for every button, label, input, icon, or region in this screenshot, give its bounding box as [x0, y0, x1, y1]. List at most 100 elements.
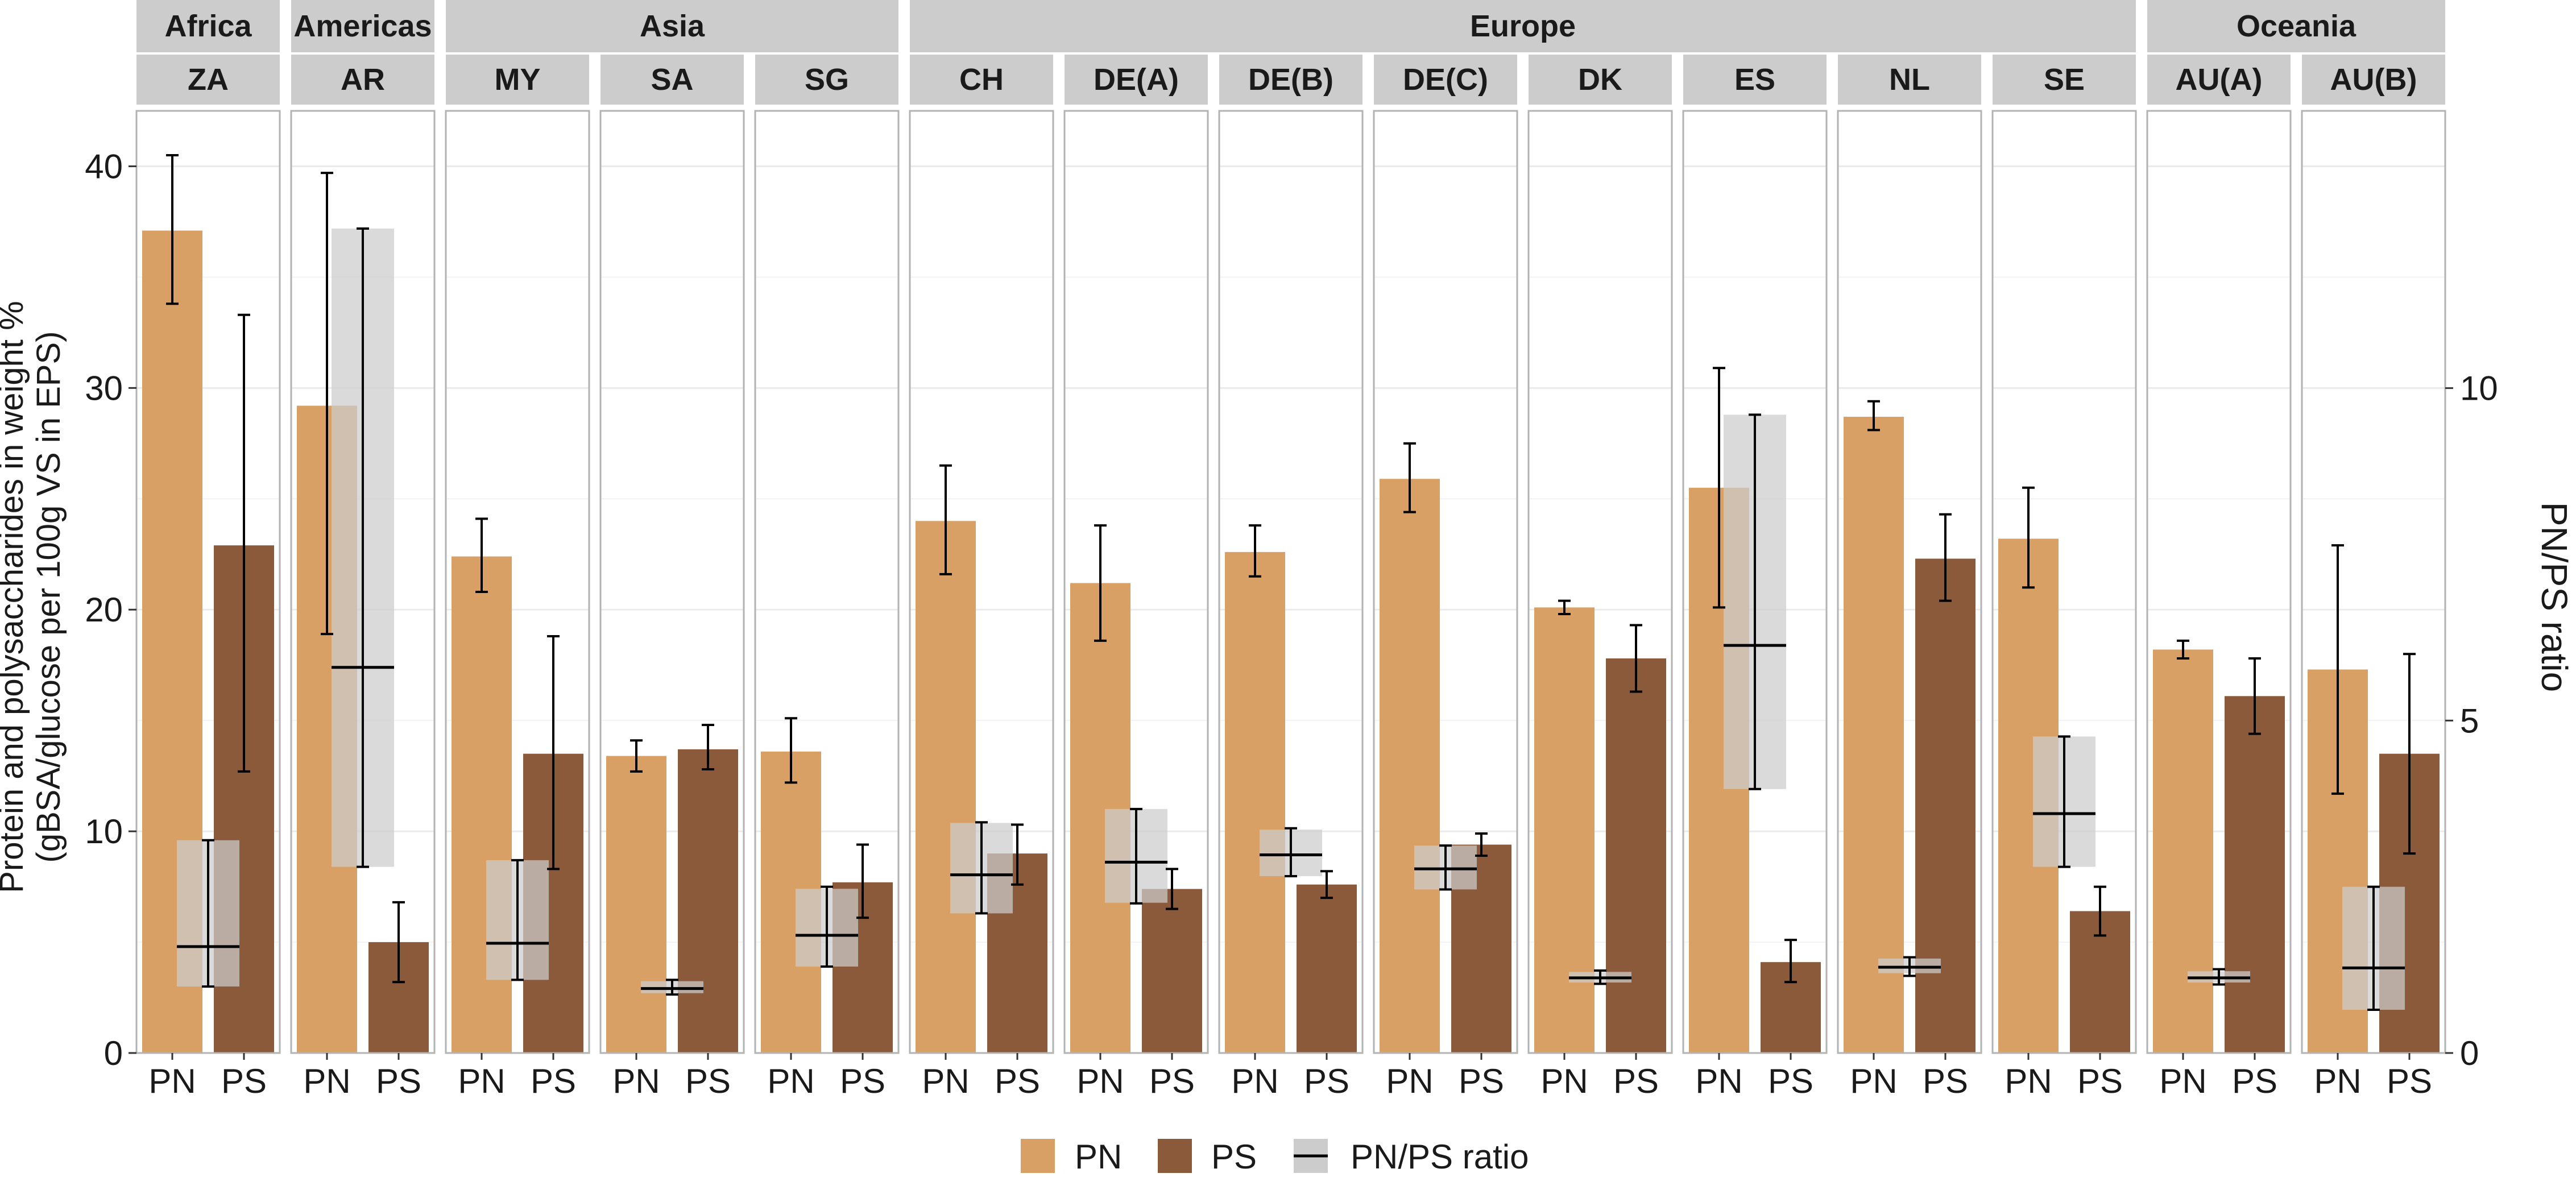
- group-label-oceania: Oceania: [2237, 9, 2356, 43]
- site-strip-de-a: [1065, 55, 1208, 105]
- error-bar-ps-nl: [1939, 513, 1952, 602]
- site-label-ar: AR: [341, 63, 385, 97]
- group-strip-asia: [446, 0, 898, 52]
- x-tick-label-ps: PS: [531, 1062, 576, 1100]
- site-label-sg: SG: [805, 63, 849, 97]
- x-tick-label-ps: PS: [995, 1062, 1040, 1100]
- panel-nl: PN PS: [1837, 110, 1982, 1100]
- error-bar-pn-es: [1713, 367, 1725, 609]
- group-strips: Africa Americas Asia Europe Oceania: [136, 0, 2445, 52]
- bar-ps-dk: [1606, 658, 1666, 1053]
- panel-ar: PN PS: [290, 110, 436, 1100]
- site-strip-sg: [755, 55, 898, 105]
- legend-label-ps: PS: [1211, 1138, 1257, 1176]
- panel-se: PN PS: [1991, 110, 2137, 1100]
- x-tick-label-pn: PN: [2159, 1062, 2206, 1100]
- x-tick-label-pn: PN: [303, 1062, 350, 1100]
- panel-es: PN PS: [1682, 110, 1828, 1100]
- panel-border: [909, 110, 1054, 1054]
- panel-border: [1373, 110, 1518, 1054]
- legend: PN PS PN/PS ratio: [1021, 1138, 1529, 1176]
- legend-key-pn: [1021, 1139, 1055, 1173]
- x-tick-label-ps: PS: [1459, 1062, 1504, 1100]
- site-label-za: ZA: [188, 63, 229, 97]
- error-bar-ratio-au-b: [2367, 885, 2380, 1011]
- x-tick-label-ps: PS: [2387, 1062, 2432, 1100]
- site-strip-nl: [1838, 55, 1981, 105]
- error-bar-ps-sg: [856, 843, 869, 919]
- x-tick-label-pn: PN: [1540, 1062, 1588, 1100]
- bar-ps-sa: [678, 749, 738, 1053]
- panel-border: [1682, 110, 1828, 1054]
- x-tick-label-pn: PN: [1850, 1062, 1897, 1100]
- bar-pn-dk: [1534, 607, 1595, 1053]
- bar-pn-au-a: [2153, 649, 2213, 1053]
- error-bar-ps-ch: [1011, 823, 1024, 886]
- error-bar-pn-au-a: [2177, 639, 2189, 660]
- site-label-sa: SA: [651, 63, 693, 97]
- x-tick-label-pn: PN: [612, 1062, 660, 1100]
- x-tick-label-pn: PN: [1386, 1062, 1433, 1100]
- site-label-de-c: DE(C): [1403, 63, 1488, 97]
- panel-dk: PN PS: [1527, 110, 1673, 1100]
- error-bar-ratio-ar: [357, 227, 369, 868]
- right-y-tick-label: 0: [2460, 1034, 2479, 1072]
- x-tick-label-pn: PN: [2005, 1062, 2052, 1100]
- panel-border: [2301, 110, 2446, 1054]
- error-bar-ps-au-a: [2248, 657, 2261, 735]
- error-bar-pn-nl: [1867, 400, 1880, 432]
- site-strip-se: [1993, 55, 2136, 105]
- error-bar-ratio-za: [202, 839, 214, 988]
- panel-border: [1837, 110, 1982, 1054]
- x-tick-label-pn: PN: [2314, 1062, 2361, 1100]
- bar-pn-de-c: [1380, 479, 1440, 1053]
- legend-key-ps: [1158, 1139, 1192, 1173]
- x-tick-label-ps: PS: [1768, 1062, 1813, 1100]
- group-strip-africa: [136, 0, 280, 52]
- bar-pn-ch: [916, 521, 976, 1053]
- left-y-tick-label: 30: [85, 369, 123, 407]
- group-strip-americas: [291, 0, 434, 52]
- site-strip-de-b: [1219, 55, 1362, 105]
- site-label-ch: CH: [959, 63, 1004, 97]
- x-tick-label-pn: PN: [1695, 1062, 1742, 1100]
- error-bar-ps-de-a: [1166, 868, 1178, 910]
- error-bar-ps-ar: [392, 901, 405, 984]
- site-label-my: MY: [495, 63, 541, 97]
- error-bar-ratio-de-b: [1285, 827, 1297, 877]
- left-y-tick-label: 0: [104, 1034, 123, 1072]
- x-tick-label-pn: PN: [458, 1062, 505, 1100]
- site-strip-sa: [600, 55, 744, 105]
- error-bar-pn-sa: [630, 739, 643, 773]
- bar-ps-nl: [1915, 558, 1976, 1053]
- bar-ps-au-a: [2225, 696, 2285, 1053]
- error-bar-ps-dk: [1630, 624, 1642, 693]
- site-label-au-b: AU(B): [2330, 63, 2417, 97]
- site-label-de-b: DE(B): [1248, 63, 1333, 97]
- bar-ps-de-b: [1297, 884, 1357, 1053]
- error-bar-pn-ar: [321, 172, 333, 636]
- x-tick-label-ps: PS: [1149, 1062, 1195, 1100]
- site-label-dk: DK: [1578, 63, 1622, 97]
- bar-ps-de-a: [1142, 889, 1202, 1053]
- error-bar-pn-de-a: [1094, 524, 1107, 642]
- site-strips: ZA AR MY SA SG CH DE(A) DE(B) DE(C) DK ES NL SE AU(A)…: [136, 55, 2445, 105]
- panel-border: [2146, 110, 2292, 1054]
- site-strip-dk: [1529, 55, 1672, 105]
- error-bar-ratio-sg: [821, 885, 833, 968]
- panel-border: [290, 110, 436, 1054]
- legend-label-pn: PN: [1075, 1138, 1122, 1176]
- x-tick-label-pn: PN: [1076, 1062, 1124, 1100]
- panel-ch: PN PS: [909, 110, 1054, 1100]
- group-label-americas: Americas: [293, 9, 432, 43]
- panel-border: [135, 110, 281, 1054]
- error-bar-ps-my: [547, 635, 560, 870]
- panel-border: [1991, 110, 2137, 1054]
- error-bar-ratio-de-a: [1130, 807, 1142, 905]
- site-strip-es: [1683, 55, 1827, 105]
- error-bar-pn-se: [2022, 486, 2035, 589]
- panel-border: [599, 110, 745, 1054]
- error-bar-pn-dk: [1558, 599, 1571, 616]
- panel-au-a: PN PS: [2146, 110, 2292, 1100]
- x-tick-label-ps: PS: [1304, 1062, 1349, 1100]
